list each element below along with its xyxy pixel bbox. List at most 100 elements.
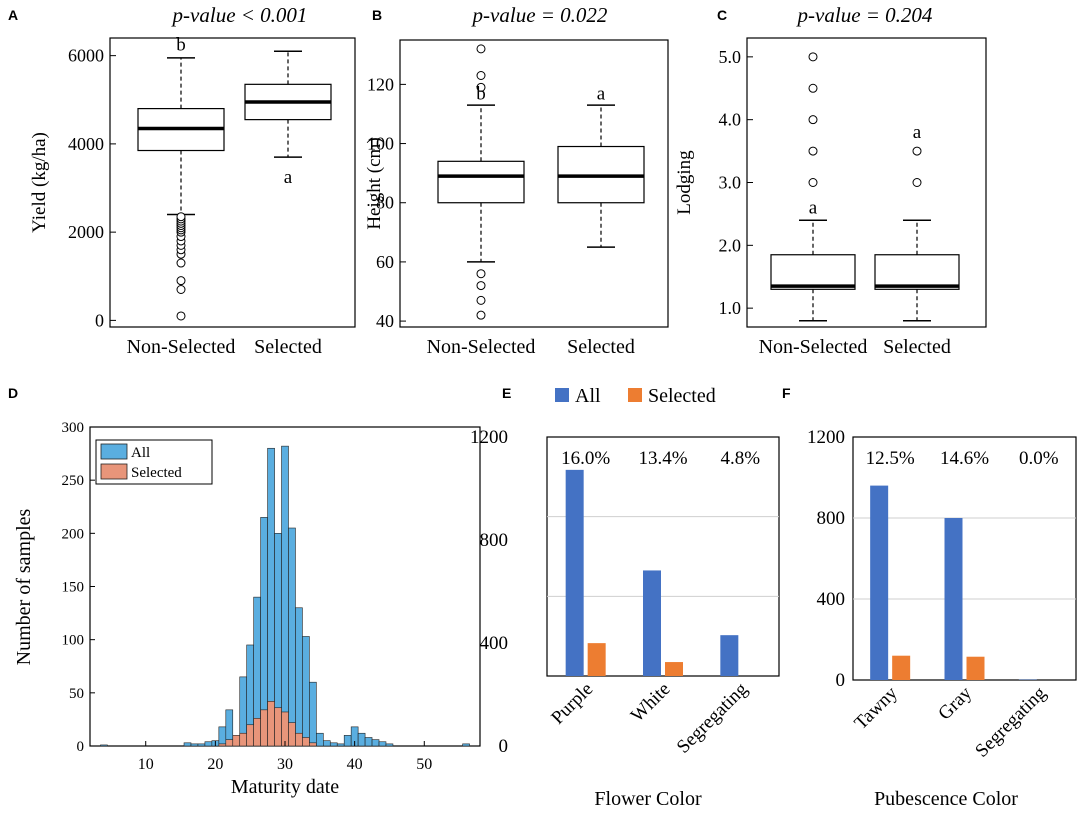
x-axis-label: Flower Color: [594, 788, 702, 810]
panel-label-e: E: [502, 385, 511, 401]
histogram-bar-selected: [239, 732, 247, 747]
percent-label: 13.4%: [638, 448, 687, 469]
histogram-bar-selected: [246, 724, 254, 747]
histogram-bar-selected: [232, 735, 241, 747]
significance-letter: a: [809, 198, 818, 219]
y-tick-label: 250: [62, 473, 85, 489]
bar-selected: [665, 662, 683, 676]
y-tick-label: 200: [62, 526, 85, 542]
histogram-bar-selected: [288, 722, 296, 747]
outlier-point: [476, 310, 486, 320]
x-tick-label: Selected: [567, 336, 635, 358]
y-tick-label: 1200: [807, 427, 845, 448]
histogram-bar-all: [190, 743, 199, 747]
percent-label: 12.5%: [866, 448, 915, 469]
y-axis-label: Yield (kg/ha): [29, 132, 50, 233]
outlier-point: [176, 258, 186, 268]
bar-all: [944, 518, 963, 680]
outlier-point: [912, 178, 922, 187]
y-tick-label: 400: [817, 589, 846, 610]
plot-frame: [399, 39, 669, 328]
y-tick-label: 4000: [68, 134, 104, 154]
outlier-point: [808, 115, 818, 125]
box-iqr: [874, 254, 960, 290]
y-tick-label: 40: [376, 311, 394, 331]
y-tick-label: 50: [69, 686, 84, 702]
histogram-bar-all: [309, 681, 317, 747]
box-iqr: [437, 160, 525, 204]
panel-label-d: D: [8, 385, 18, 401]
plot-frame: [852, 436, 1077, 681]
histogram-bar-selected: [260, 709, 268, 747]
right-axis-tick-label: 400: [480, 633, 509, 654]
y-tick-label: 1.0: [719, 298, 742, 318]
histogram-bar-all: [462, 743, 470, 747]
panel-label-f: F: [782, 385, 791, 401]
panel-label-c: C: [717, 7, 727, 23]
histogram-bar-all: [281, 445, 289, 747]
panel-f-pubescence-color-bars: 0 400 800 1200 12.5% Tawny 14.6% Gray 0.0% Segreg…: [807, 427, 1077, 810]
histogram-bar-all: [364, 737, 373, 747]
chart-title: p-value = 0.204: [796, 3, 933, 27]
x-tick-label: Non-Selected: [127, 336, 236, 358]
outlier-point: [808, 83, 818, 93]
percent-label: 14.6%: [940, 448, 989, 469]
legend-label: All: [131, 445, 150, 461]
bar-all: [643, 570, 661, 676]
y-tick-label: 6000: [68, 46, 104, 66]
histogram-bar-all: [357, 732, 366, 747]
y-tick-label: 0: [77, 739, 85, 755]
x-tick-label: Purple: [547, 679, 597, 729]
y-tick-label: 100: [367, 134, 394, 154]
right-axis-tick-label: 0: [499, 736, 509, 757]
legend-label: Selected: [131, 465, 182, 481]
right-axis-tick-label: 1200: [470, 427, 508, 448]
histogram-bar-selected: [274, 707, 282, 747]
y-tick-label: 2000: [68, 222, 104, 242]
y-tick-label: 800: [817, 508, 846, 529]
x-tick-label: Non-Selected: [759, 336, 868, 358]
panel-label-b: B: [372, 7, 382, 23]
histogram-bar-selected: [309, 742, 317, 747]
outlier-point: [808, 52, 818, 62]
significance-letter: a: [913, 122, 922, 143]
histogram-bar-selected: [267, 701, 275, 747]
outlier-point: [176, 284, 186, 294]
y-tick-label: 2.0: [719, 235, 742, 255]
box-iqr: [770, 254, 856, 290]
x-tick-label: Selected: [883, 336, 951, 358]
bar-all: [870, 485, 889, 680]
outlier-point: [176, 311, 186, 321]
outlier-point: [476, 44, 486, 54]
x-tick-label: 40: [347, 756, 363, 773]
x-tick-label: 20: [207, 756, 223, 773]
y-tick-label: 0: [95, 310, 104, 330]
y-axis-label: Number of samples: [13, 508, 35, 665]
histogram-bar-all: [378, 741, 387, 747]
significance-letter: b: [176, 35, 186, 56]
histogram-bar-all: [295, 607, 303, 747]
histogram-bar-all: [385, 743, 394, 747]
chart-title: p-value < 0.001: [171, 3, 308, 27]
panel-label-a: A: [8, 7, 18, 23]
outlier-point: [476, 71, 486, 81]
x-tick-label: White: [627, 679, 675, 727]
legend-label: Selected: [648, 385, 716, 407]
bar-selected: [587, 643, 606, 676]
outlier-point: [808, 178, 818, 187]
outlier-point: [912, 146, 922, 156]
y-axis-label: Lodging: [674, 150, 695, 215]
histogram-bar-all: [371, 739, 380, 747]
histogram-bar-selected: [225, 739, 234, 747]
y-tick-label: 120: [367, 74, 394, 94]
outlier-point: [476, 295, 486, 305]
legend-swatch: [555, 388, 569, 402]
x-tick-label: Non-Selected: [427, 336, 536, 358]
histogram-bar-all: [343, 735, 352, 747]
histogram-bar-all: [323, 740, 331, 747]
y-tick-label: 3.0: [719, 173, 742, 193]
outlier-point: [476, 269, 486, 279]
histogram-bar-selected: [302, 737, 310, 747]
right-axis-tick-label: 800: [480, 530, 509, 551]
